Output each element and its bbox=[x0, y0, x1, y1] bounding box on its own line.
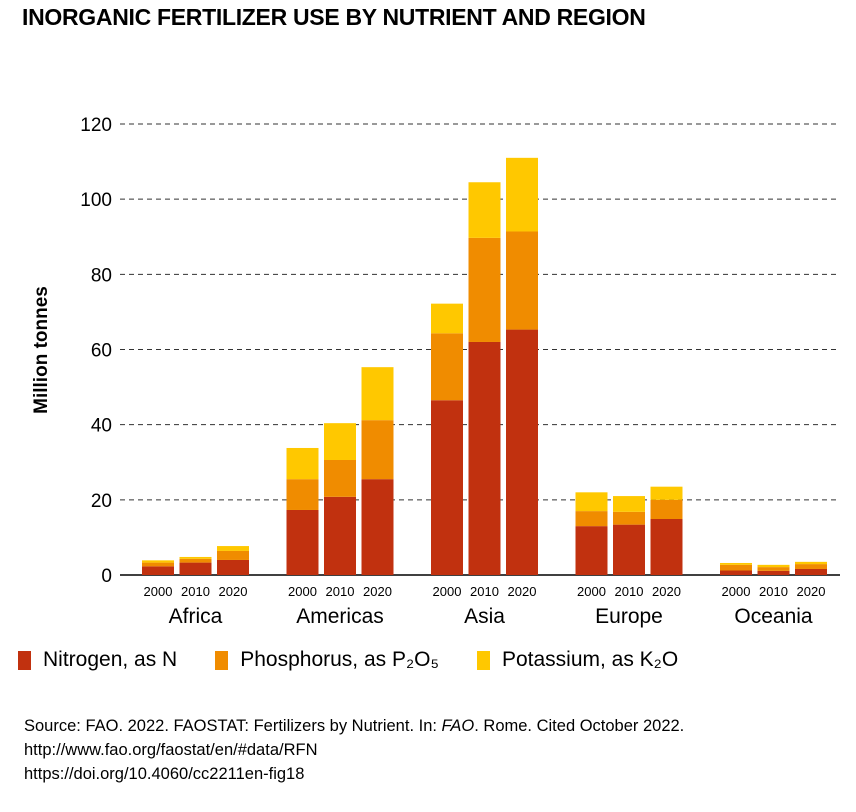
bar-segment-europe-2010-1 bbox=[613, 511, 645, 525]
bar-segment-europe-2010-2 bbox=[613, 496, 645, 512]
x-tick-year: 2010 bbox=[326, 584, 355, 599]
bar-segment-oceania-2000-2 bbox=[720, 562, 752, 565]
bar-segment-europe-2020-1 bbox=[650, 499, 683, 520]
bar-segment-asia-2020-1 bbox=[506, 231, 538, 330]
x-tick-year: 2000 bbox=[144, 584, 173, 599]
bar-segment-americas-2010-0 bbox=[324, 496, 356, 575]
bar-segment-asia-2000-1 bbox=[431, 333, 463, 401]
bar-segment-americas-2020-0 bbox=[361, 479, 394, 575]
legend-item-potassium: Potassium, as K₂O bbox=[476, 648, 679, 672]
source-doi[interactable]: https://doi.org/10.4060/cc2211en-fig18 bbox=[24, 765, 305, 783]
bar-segment-asia-2020-2 bbox=[506, 157, 538, 232]
bar-segment-europe-2020-2 bbox=[650, 486, 683, 500]
bar-segment-europe-2000-0 bbox=[575, 526, 608, 575]
x-tick-year: 2000 bbox=[577, 584, 606, 599]
bar-segment-asia-2010-1 bbox=[468, 237, 501, 342]
bar-segment-oceania-2010-0 bbox=[757, 570, 790, 575]
x-tick-year: 2020 bbox=[652, 584, 681, 599]
bar-segment-africa-2020-1 bbox=[217, 550, 249, 560]
chart-title: INORGANIC FERTILIZER USE BY NUTRIENT AND… bbox=[22, 4, 646, 30]
bar-segment-europe-2000-2 bbox=[575, 492, 608, 512]
legend-swatch-potassium bbox=[476, 650, 490, 670]
bar-segment-americas-2020-2 bbox=[361, 367, 394, 421]
bar-segment-africa-2000-1 bbox=[142, 562, 174, 567]
bar-segment-africa-2000-0 bbox=[142, 566, 174, 575]
bar-segment-americas-2020-1 bbox=[361, 420, 394, 480]
x-tick-year: 2000 bbox=[722, 584, 751, 599]
bar-segment-americas-2000-2 bbox=[286, 447, 319, 480]
legend: Nitrogen, as N Phosphorus, as P₂O₅ Potas… bbox=[18, 648, 716, 672]
bar-segment-oceania-2000-1 bbox=[720, 564, 752, 571]
x-tick-year: 2010 bbox=[470, 584, 499, 599]
x-tick-year: 2020 bbox=[797, 584, 826, 599]
bar-segment-asia-2000-0 bbox=[431, 400, 463, 575]
bar-segment-oceania-2020-2 bbox=[795, 561, 827, 565]
x-group-label: Americas bbox=[296, 605, 384, 628]
x-tick-year: 2010 bbox=[759, 584, 788, 599]
bar-segment-americas-2010-2 bbox=[324, 423, 356, 460]
bar-segment-asia-2010-2 bbox=[468, 182, 501, 238]
legend-item-phosphorus: Phosphorus, as P₂O₅ bbox=[215, 648, 439, 672]
bar-segment-oceania-2010-1 bbox=[757, 567, 790, 571]
bar-segment-americas-2000-0 bbox=[286, 509, 319, 575]
x-group-label: Africa bbox=[169, 605, 223, 628]
x-tick-year: 2000 bbox=[433, 584, 462, 599]
bar-segment-africa-2010-0 bbox=[179, 562, 212, 575]
source-text: Source: FAO. 2022. FAOSTAT: Fertilizers … bbox=[24, 717, 442, 735]
source-url[interactable]: http://www.fao.org/faostat/en/#data/RFN bbox=[24, 741, 318, 759]
x-tick-year: 2020 bbox=[219, 584, 248, 599]
legend-label: Phosphorus, as P₂O₅ bbox=[240, 648, 439, 671]
bar-segment-africa-2010-1 bbox=[179, 558, 212, 563]
bar-segment-africa-2020-2 bbox=[217, 546, 249, 551]
bar-segment-europe-2010-0 bbox=[613, 524, 645, 575]
source-italic: FAO bbox=[441, 717, 475, 735]
bar-segment-africa-2010-2 bbox=[179, 556, 212, 559]
y-tick-label: 80 bbox=[91, 265, 112, 286]
y-tick-label: 100 bbox=[80, 190, 112, 211]
x-group-label: Oceania bbox=[734, 605, 813, 628]
source-text: . Rome. Cited October 2022. bbox=[474, 717, 685, 735]
legend-swatch-nitrogen bbox=[18, 650, 31, 670]
y-tick-label: 40 bbox=[91, 416, 112, 437]
bar-segment-africa-2000-2 bbox=[142, 560, 174, 563]
x-group-label: Europe bbox=[595, 605, 663, 628]
stacked-bar-chart: 0 20 40 60 80 100 120 Million tonnes 2000 2010 202… bbox=[31, 115, 840, 628]
bar-segment-oceania-2020-1 bbox=[795, 564, 827, 569]
legend-label: Nitrogen, as N bbox=[43, 648, 178, 671]
bar-segment-oceania-2010-2 bbox=[757, 564, 790, 568]
y-tick-label: 60 bbox=[91, 341, 112, 362]
bar-segment-americas-2000-1 bbox=[286, 479, 319, 510]
x-tick-year: 2000 bbox=[288, 584, 317, 599]
legend-swatch-phosphorus bbox=[215, 650, 229, 670]
bar-segment-asia-2010-0 bbox=[468, 341, 501, 575]
y-tick-label: 120 bbox=[80, 115, 112, 136]
source-note: Source: FAO. 2022. FAOSTAT: Fertilizers … bbox=[24, 714, 684, 786]
legend-item-nitrogen: Nitrogen, as N bbox=[18, 648, 177, 672]
legend-label: Potassium, as K₂O bbox=[501, 648, 679, 671]
source-citation: Source: FAO. 2022. FAOSTAT: Fertilizers … bbox=[24, 714, 684, 738]
y-tick-label: 20 bbox=[91, 491, 112, 512]
bar-segment-americas-2010-1 bbox=[324, 459, 356, 497]
x-tick-year: 2010 bbox=[615, 584, 644, 599]
bar-segment-asia-2000-2 bbox=[431, 303, 463, 334]
x-tick-year: 2020 bbox=[363, 584, 392, 599]
x-group-label: Asia bbox=[464, 605, 505, 628]
bar-segment-asia-2020-0 bbox=[506, 329, 538, 575]
x-tick-year: 2010 bbox=[181, 584, 210, 599]
bar-segment-europe-2000-1 bbox=[575, 511, 608, 527]
y-axis-label: Million tonnes bbox=[31, 286, 52, 414]
bar-segment-europe-2020-0 bbox=[650, 519, 683, 575]
y-tick-label: 0 bbox=[101, 566, 112, 587]
x-tick-year: 2020 bbox=[508, 584, 537, 599]
bar-segment-africa-2020-0 bbox=[217, 559, 249, 575]
bar-segment-oceania-2000-0 bbox=[720, 570, 752, 575]
bar-segment-oceania-2020-0 bbox=[795, 568, 827, 575]
